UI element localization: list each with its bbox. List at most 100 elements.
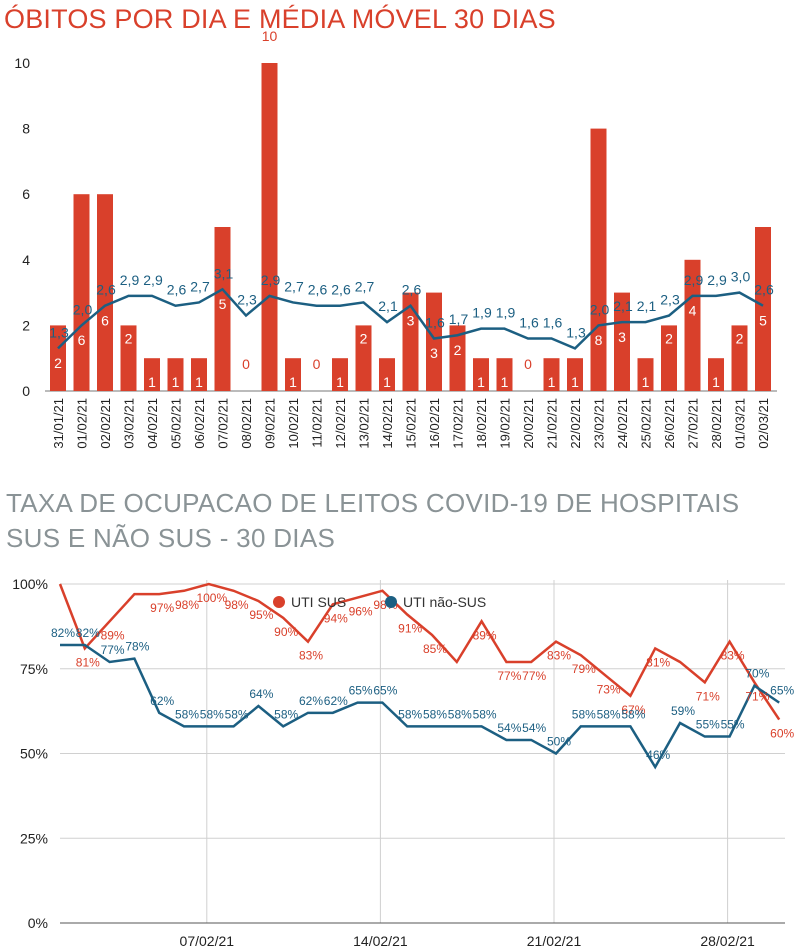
category-label: 08/02/21: [239, 398, 254, 449]
bar-data-label: 2: [736, 330, 744, 346]
category-label: 26/02/21: [662, 398, 677, 449]
bar: [755, 227, 771, 391]
point-data-label: 77%: [101, 643, 125, 657]
bar-data-label: 10: [262, 28, 278, 44]
bar-data-label: 2: [454, 342, 462, 358]
y-tick-label: 2: [22, 317, 30, 333]
bar: [191, 358, 207, 391]
bar-data-label: 0: [242, 356, 250, 372]
point-data-label: 83%: [299, 649, 323, 663]
point-data-label: 62%: [324, 694, 348, 708]
legend-label: UTI SUS: [291, 594, 346, 610]
category-label: 04/02/21: [145, 398, 160, 449]
bar: [402, 292, 419, 391]
bar-data-label: 2: [360, 330, 368, 346]
average-data-label: 2,1: [637, 298, 657, 314]
bar-data-label: 5: [219, 296, 227, 312]
point-data-label: 55%: [721, 718, 745, 732]
average-data-label: 2,9: [707, 272, 727, 288]
point-data-label: 67%: [621, 703, 645, 717]
point-data-label: 98%: [175, 598, 199, 612]
bar-data-label: 1: [195, 374, 203, 390]
bar-data-label: 5: [759, 312, 767, 328]
bar: [214, 227, 231, 391]
average-data-label: 3,1: [214, 265, 234, 281]
category-label: 13/02/21: [357, 398, 372, 449]
y-tick-label: 50%: [20, 746, 48, 762]
legend-label: UTI não-SUS: [403, 594, 486, 610]
bar: [496, 358, 513, 391]
category-label: 10/02/21: [286, 398, 301, 449]
bar-data-label: 3: [407, 312, 415, 328]
moving-average-line: [57, 287, 764, 350]
point-data-label: 58%: [398, 707, 422, 721]
average-data-label: 2,3: [660, 292, 680, 308]
point-data-label: 62%: [299, 694, 323, 708]
bar-data-label: 1: [172, 374, 180, 390]
average-data-label: 1,7: [449, 311, 469, 327]
bar: [167, 358, 184, 391]
bar-data-label: 1: [642, 374, 650, 390]
average-data-label: 2,1: [378, 298, 398, 314]
bar-data-label: 1: [383, 374, 391, 390]
point-data-label: 46%: [646, 748, 670, 762]
category-label: 31/01/21: [51, 398, 66, 449]
point-data-label: 89%: [473, 628, 497, 642]
category-label: 20/02/21: [521, 398, 536, 449]
chart2-title: TAXA DE OCUPACAO DE LEITOS COVID-19 DE H…: [6, 488, 740, 553]
bar-data-label: 6: [78, 332, 86, 348]
bar: [731, 325, 748, 391]
category-label: 12/02/21: [333, 398, 348, 449]
point-data-label: 58%: [597, 707, 621, 721]
average-data-label: 2,7: [284, 278, 304, 294]
series-line: [58, 582, 781, 721]
point-data-label: 79%: [572, 662, 596, 676]
average-data-label: 2,6: [308, 282, 328, 298]
point-data-label: 55%: [696, 718, 720, 732]
bar-data-label: 1: [289, 374, 297, 390]
category-label: 01/03/21: [733, 398, 748, 449]
average-data-label: 2,6: [402, 282, 422, 298]
bar: [637, 358, 654, 391]
y-tick-label: 0%: [28, 915, 48, 931]
bar-data-label: 1: [501, 374, 509, 390]
point-data-label: 58%: [274, 707, 298, 721]
legend-marker: [385, 596, 397, 608]
category-label: 09/02/21: [263, 398, 278, 449]
category-label: 14/02/21: [380, 398, 395, 449]
average-data-label: 1,6: [425, 315, 445, 331]
average-data-label: 2,9: [120, 272, 140, 288]
category-label: 25/02/21: [639, 398, 654, 449]
point-data-label: 97%: [150, 601, 174, 615]
category-label: 23/02/21: [592, 398, 607, 449]
point-data-label: 91%: [398, 622, 422, 636]
point-data-label: 50%: [547, 735, 571, 749]
y-tick-label: 25%: [20, 830, 48, 846]
point-data-label: 85%: [423, 642, 447, 656]
point-data-label: 82%: [51, 626, 75, 640]
x-tick-label: 07/02/21: [180, 933, 235, 949]
category-label: 16/02/21: [427, 398, 442, 449]
bar-data-label: 6: [101, 312, 109, 328]
category-label: 11/02/21: [310, 398, 325, 448]
bar-data-label: 1: [336, 374, 344, 390]
average-data-label: 2,6: [331, 282, 351, 298]
category-label: 18/02/21: [474, 398, 489, 449]
average-data-label: 2,3: [237, 292, 257, 308]
y-tick-label: 10: [14, 55, 30, 71]
category-label: 05/02/21: [169, 398, 184, 449]
average-data-label: 2,0: [590, 301, 610, 317]
category-label: 07/02/21: [216, 398, 231, 449]
bar-data-label: 1: [712, 374, 720, 390]
point-data-label: 54%: [522, 721, 546, 735]
point-data-label: 59%: [671, 704, 695, 718]
legend-marker: [273, 596, 285, 608]
point-data-label: 81%: [76, 655, 100, 669]
average-data-label: 2,6: [754, 282, 774, 298]
point-data-label: 94%: [324, 611, 348, 625]
bar-data-label: 2: [125, 330, 133, 346]
point-data-label: 78%: [125, 640, 149, 654]
average-data-label: 2,9: [684, 272, 704, 288]
